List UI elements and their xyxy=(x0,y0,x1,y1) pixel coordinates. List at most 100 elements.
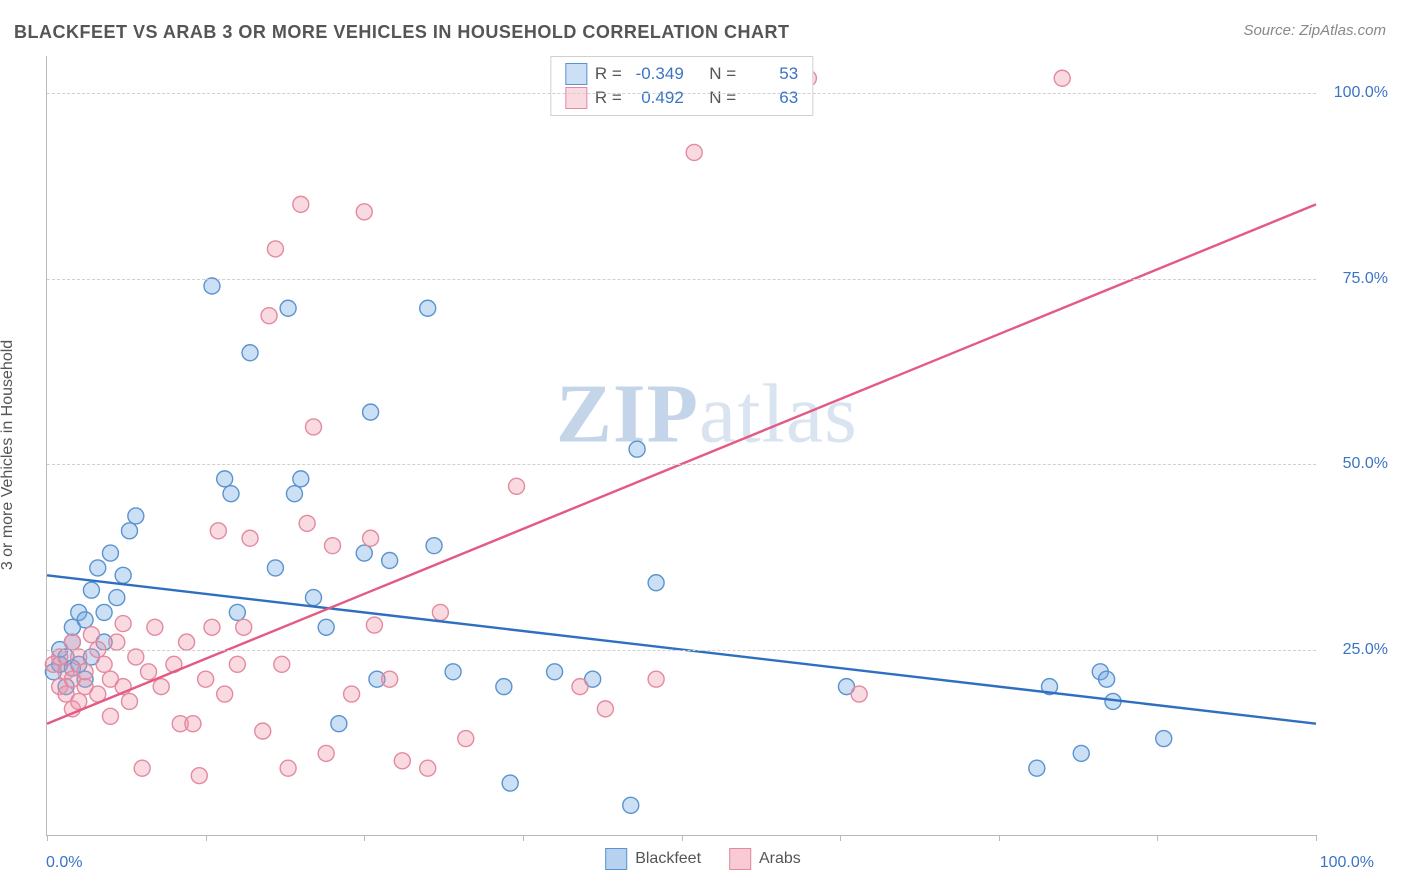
legend-label: Blackfeet xyxy=(635,850,701,868)
x-tick xyxy=(364,835,365,841)
data-point xyxy=(1029,760,1045,776)
data-point xyxy=(445,664,461,680)
data-point xyxy=(420,760,436,776)
data-point xyxy=(325,538,341,554)
data-point xyxy=(121,693,137,709)
x-tick xyxy=(206,835,207,841)
data-point xyxy=(267,560,283,576)
data-point xyxy=(128,508,144,524)
data-point xyxy=(210,523,226,539)
data-point xyxy=(255,723,271,739)
data-point xyxy=(426,538,442,554)
data-point xyxy=(261,308,277,324)
n-value: 53 xyxy=(744,64,798,84)
data-point xyxy=(280,300,296,316)
data-point xyxy=(432,604,448,620)
data-point xyxy=(267,241,283,257)
r-label: R = xyxy=(595,64,622,84)
data-point xyxy=(851,686,867,702)
data-point xyxy=(502,775,518,791)
data-point xyxy=(648,671,664,687)
gridline xyxy=(47,464,1316,465)
data-point xyxy=(356,545,372,561)
data-point xyxy=(242,530,258,546)
data-point xyxy=(382,671,398,687)
plot-area: ZIPatlas R =-0.349 N =53R =0.492 N =63 2… xyxy=(46,56,1316,836)
data-point xyxy=(280,760,296,776)
data-point xyxy=(356,204,372,220)
series-swatch xyxy=(565,87,587,109)
source-attribution: Source: ZipAtlas.com xyxy=(1243,22,1386,39)
data-point xyxy=(293,196,309,212)
data-point xyxy=(242,345,258,361)
data-point xyxy=(394,753,410,769)
data-point xyxy=(363,530,379,546)
data-point xyxy=(109,590,125,606)
data-point xyxy=(420,300,436,316)
data-point xyxy=(629,441,645,457)
x-tick xyxy=(47,835,48,841)
data-point xyxy=(305,590,321,606)
x-tick xyxy=(1157,835,1158,841)
data-point xyxy=(299,515,315,531)
n-label: N = xyxy=(709,64,736,84)
data-point xyxy=(366,617,382,633)
data-point xyxy=(623,797,639,813)
gridline xyxy=(47,650,1316,651)
data-point xyxy=(71,693,87,709)
data-point xyxy=(217,471,233,487)
n-label: N = xyxy=(709,88,736,108)
legend-swatch xyxy=(605,848,627,870)
gridline xyxy=(47,279,1316,280)
data-point xyxy=(363,404,379,420)
data-point xyxy=(153,679,169,695)
data-point xyxy=(52,649,68,665)
chart-title: BLACKFEET VS ARAB 3 OR MORE VEHICLES IN … xyxy=(14,22,790,43)
correlation-stats-box: R = -0.349 N = 53R = 0.492 N = 63 xyxy=(550,56,813,116)
data-point xyxy=(96,604,112,620)
x-tick xyxy=(682,835,683,841)
data-point xyxy=(458,731,474,747)
data-point xyxy=(236,619,252,635)
data-point xyxy=(134,760,150,776)
series-swatch xyxy=(565,63,587,85)
x-tick xyxy=(999,835,1000,841)
data-point xyxy=(64,634,80,650)
data-point xyxy=(141,664,157,680)
y-tick-label: 100.0% xyxy=(1324,84,1388,102)
data-point xyxy=(128,649,144,665)
stats-row: R =0.492 N =63 xyxy=(565,87,798,109)
stats-row: R = -0.349 N = 53 xyxy=(565,63,798,85)
r-value: -0.349 xyxy=(630,64,684,84)
data-point xyxy=(1156,731,1172,747)
data-point xyxy=(217,686,233,702)
data-point xyxy=(509,478,525,494)
data-point xyxy=(648,575,664,591)
gridline xyxy=(47,93,1316,94)
data-point xyxy=(1073,745,1089,761)
data-point xyxy=(121,523,137,539)
data-point xyxy=(71,649,87,665)
legend-item: Arabs xyxy=(729,848,801,870)
data-point xyxy=(1099,671,1115,687)
y-axis-label: 3 or more Vehicles in Household xyxy=(0,340,17,570)
r-value: 0.492 xyxy=(630,88,684,108)
data-point xyxy=(109,634,125,650)
data-point xyxy=(293,471,309,487)
y-tick-label: 50.0% xyxy=(1324,455,1388,473)
legend-label: Arabs xyxy=(759,850,801,868)
data-point xyxy=(496,679,512,695)
x-axis-label-min: 0.0% xyxy=(46,854,82,872)
series-legend: Blackfeet Arabs xyxy=(605,848,801,870)
data-point xyxy=(77,664,93,680)
data-point xyxy=(382,552,398,568)
data-point xyxy=(572,679,588,695)
data-point xyxy=(115,616,131,632)
data-point xyxy=(547,664,563,680)
n-value: 63 xyxy=(744,88,798,108)
data-point xyxy=(102,708,118,724)
data-point xyxy=(344,686,360,702)
legend-swatch xyxy=(729,848,751,870)
y-tick-label: 25.0% xyxy=(1324,641,1388,659)
data-point xyxy=(686,144,702,160)
